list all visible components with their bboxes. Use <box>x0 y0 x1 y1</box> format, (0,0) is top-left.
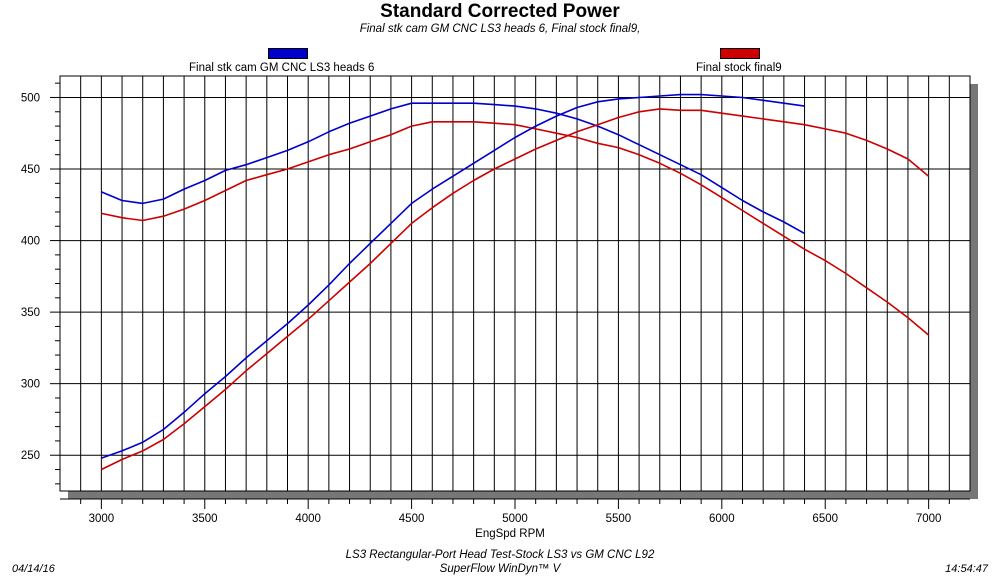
legend-swatch-blue <box>268 48 308 59</box>
x-tick-label: 3500 <box>192 513 218 525</box>
series-lines <box>101 93 930 471</box>
footer-caption: LS3 Rectangular-Port Head Test-Stock LS3… <box>0 548 1000 576</box>
x-tick-label: 7000 <box>916 513 942 525</box>
y-tick-label: 250 <box>21 450 40 462</box>
chart-title: Standard Corrected Power <box>380 1 620 22</box>
x-tick-label: 5500 <box>606 513 632 525</box>
y-tick-label: 350 <box>21 307 40 319</box>
y-tick-label: 450 <box>21 164 40 176</box>
x-tick-label: 3000 <box>89 513 115 525</box>
legend-swatch-red <box>720 48 760 59</box>
y-tick-label: 500 <box>21 92 40 104</box>
footer-date: 04/14/16 <box>12 563 55 575</box>
x-ticks: 3000 3500 4000 4500 5000 5500 6000 6500 7000 <box>60 498 970 525</box>
series-line-power-3 <box>101 108 930 471</box>
x-tick-label: 4000 <box>295 513 321 525</box>
y-tick-label: 300 <box>21 379 40 391</box>
x-tick-label: 6000 <box>709 513 735 525</box>
y-tick-label: 400 <box>21 236 40 248</box>
series-line-torque-1 <box>101 121 930 336</box>
legend-label-red: Final stock final9 <box>696 62 782 74</box>
series-line-torque-0 <box>101 102 805 235</box>
x-axis-label: EngSpd RPM <box>475 528 545 540</box>
x-tick-label: 5000 <box>502 513 528 525</box>
legend-label-blue: Final stk cam GM CNC LS3 heads 6 <box>189 62 375 74</box>
footer-time: 14:54:47 <box>945 563 988 575</box>
chart-subtitle: Final stk cam GM CNC LS3 heads 6, Final … <box>359 23 641 35</box>
y-ticks: 250 300 350 400 450 500 <box>21 82 60 485</box>
footer-line2: SuperFlow WinDyn™ V <box>439 563 561 575</box>
series-line-power-2 <box>101 93 805 459</box>
footer-line1: LS3 Rectangular-Port Head Test-Stock LS3… <box>345 549 655 561</box>
x-tick-label: 6500 <box>812 513 838 525</box>
x-tick-label: 4500 <box>399 513 425 525</box>
grid <box>60 76 970 491</box>
